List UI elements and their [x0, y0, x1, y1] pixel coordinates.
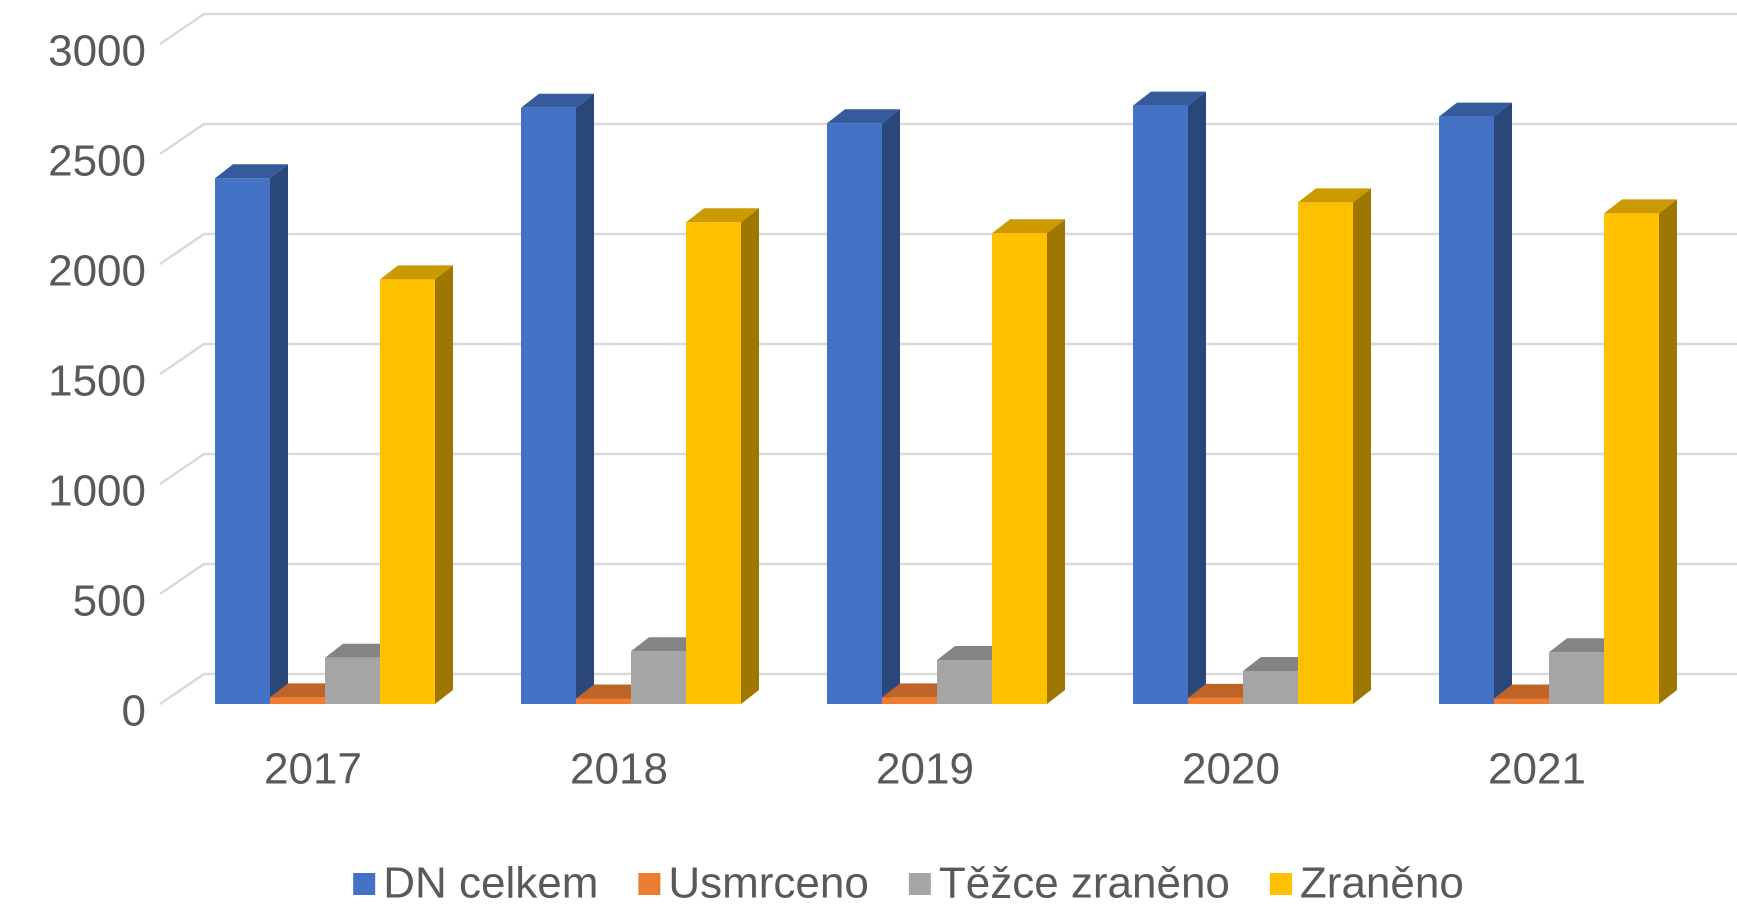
bar-top — [521, 93, 594, 108]
bar-front — [215, 178, 270, 704]
bar-top — [576, 684, 649, 699]
y-tick-label: 2000 — [48, 247, 146, 296]
legend-label: Těžce zraněno — [939, 859, 1230, 908]
grid-line — [159, 452, 1737, 486]
bar-top — [882, 683, 955, 698]
y-tick-label: 0 — [122, 687, 146, 736]
bar-side — [1659, 199, 1677, 704]
bar-front — [270, 697, 325, 704]
bar — [1439, 102, 1512, 705]
bar — [1133, 91, 1206, 705]
bar-top — [631, 637, 704, 652]
bar-front — [631, 651, 686, 704]
bar-side — [741, 208, 759, 704]
legend: DN celkem Usmrceno Těžce zraněno Zraněno — [353, 859, 1464, 908]
bar-top — [1243, 657, 1316, 671]
bar-front — [1439, 116, 1494, 705]
grid-line — [159, 232, 1737, 266]
bar — [1298, 188, 1371, 704]
bar-front — [1604, 213, 1659, 704]
bar-side — [576, 93, 594, 705]
bar-front — [1243, 671, 1298, 704]
legend-swatch — [908, 873, 931, 895]
bar-side — [1188, 91, 1206, 705]
legend-label: Usmrceno — [668, 859, 869, 908]
grid-line — [159, 122, 1737, 156]
bar-front — [1494, 698, 1549, 704]
bar-front — [521, 107, 576, 705]
bar — [992, 219, 1065, 704]
bar-front — [1549, 652, 1604, 704]
bar-front — [882, 697, 937, 704]
legend-item: Těžce zraněno — [908, 859, 1230, 908]
bar-top — [215, 164, 288, 179]
legend-label: Zraněno — [1300, 859, 1464, 908]
y-tick-label: 3000 — [48, 27, 146, 76]
legend-swatch — [1269, 873, 1292, 895]
bar-top — [827, 109, 900, 124]
x-tick-label: 2021 — [1488, 745, 1586, 794]
bar-front — [325, 657, 380, 704]
legend-label: DN celkem — [383, 859, 598, 908]
bar-side — [435, 265, 453, 704]
bar-side — [270, 164, 288, 704]
bar-top — [1549, 638, 1622, 653]
bar — [215, 164, 288, 704]
bar-front — [1188, 697, 1243, 704]
bar-side — [1047, 219, 1065, 704]
bar-front — [576, 698, 631, 704]
bar-top — [270, 683, 343, 698]
bar-top — [1439, 102, 1512, 117]
bar-top — [380, 265, 453, 280]
grid-line — [159, 562, 1737, 596]
bar — [521, 93, 594, 705]
bar-side — [882, 109, 900, 704]
bar-front — [1133, 105, 1188, 705]
bar-side — [1353, 188, 1371, 704]
x-tick-label: 2018 — [570, 745, 668, 794]
legend-item: DN celkem — [353, 859, 598, 908]
bar — [1604, 199, 1677, 704]
bar-top — [1188, 683, 1261, 698]
bar-top — [1298, 188, 1371, 203]
grid-line — [159, 342, 1737, 376]
bar-front — [380, 279, 435, 704]
bar-front — [1298, 202, 1353, 704]
bar — [686, 208, 759, 704]
bar-front — [937, 660, 992, 704]
bar-front — [686, 222, 741, 704]
bar-top — [686, 208, 759, 223]
y-tick-label: 500 — [73, 577, 146, 626]
bar-top — [1604, 199, 1677, 214]
bar — [380, 265, 453, 704]
legend-item: Usmrceno — [638, 859, 869, 908]
y-tick-label: 2500 — [48, 137, 146, 186]
legend-item: Zraněno — [1269, 859, 1464, 908]
legend-swatch — [638, 873, 661, 895]
legend-swatch — [353, 873, 376, 895]
bar — [827, 109, 900, 704]
bar-top — [1494, 684, 1567, 699]
bar-top — [1133, 91, 1206, 106]
bar-top — [325, 643, 398, 658]
bar-front — [827, 123, 882, 704]
bar-top — [992, 219, 1065, 234]
bar-front — [992, 233, 1047, 704]
x-tick-label: 2017 — [264, 745, 362, 794]
grid-line — [159, 12, 1737, 46]
bar-side — [1494, 102, 1512, 705]
grid-line — [159, 672, 1737, 706]
y-tick-label: 1500 — [48, 357, 146, 406]
x-tick-label: 2020 — [1182, 745, 1280, 794]
bar-top — [937, 646, 1010, 660]
y-tick-label: 1000 — [48, 467, 146, 516]
x-tick-label: 2019 — [876, 745, 974, 794]
